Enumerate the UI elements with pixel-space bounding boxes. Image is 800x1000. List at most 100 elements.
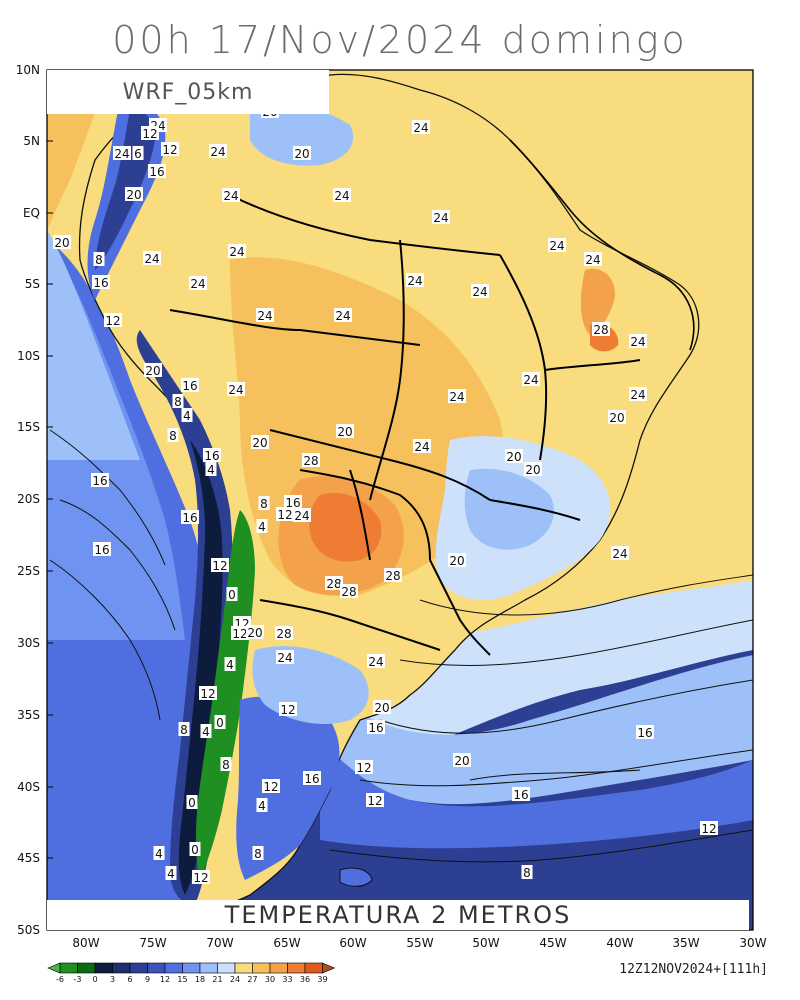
contour-label-text: 24 (630, 335, 645, 349)
contour-label-text: 16 (149, 165, 164, 179)
contour-label-text: 0 (188, 796, 196, 810)
pacific-lighter (47, 230, 140, 460)
ocean-band-cool (350, 580, 753, 741)
contour-label: 12 (141, 126, 159, 141)
contour-label-text: 16 (93, 276, 108, 290)
contour-label-text: 28 (341, 585, 356, 599)
contour-label-bg (522, 372, 540, 386)
colorbar-tick-label: 18 (195, 975, 205, 984)
contour-label-text: 24 (277, 651, 292, 665)
contour-label-text: 16 (513, 788, 528, 802)
contour-label-bg (340, 584, 358, 598)
contour-label: 20 (336, 424, 354, 439)
contour-label-text: 24 (210, 145, 225, 159)
contour-label-bg (181, 408, 193, 422)
contour-label-bg (505, 449, 523, 463)
contour-label-text: 4 (226, 658, 234, 672)
colorbar-swatch (47, 962, 61, 974)
contour-label-text: 0 (216, 716, 224, 730)
contour-label-bg (355, 760, 373, 774)
contour-label: 8 (178, 722, 190, 737)
contour-label-text: 28 (593, 323, 608, 337)
contour-label: 24 (629, 334, 647, 349)
contour-label-text: 4 (258, 520, 266, 534)
political-borders (169, 194, 641, 656)
contour-label-bg (214, 715, 226, 729)
contour-label: 28 (340, 584, 358, 599)
contour-label: 16 (284, 495, 302, 510)
contour-label-bg (366, 793, 384, 807)
contour-label-bg (608, 410, 626, 424)
colorbar-swatch (322, 962, 336, 974)
contour-label-text: 20 (506, 450, 521, 464)
colorbar-swatch (129, 962, 148, 974)
contour-label: 4 (256, 519, 268, 534)
contour-label: 12 (355, 760, 373, 775)
contour-label-text: 24 (549, 239, 564, 253)
contour-label-text: 20 (294, 147, 309, 161)
contour-label-text: 24 (257, 309, 272, 323)
contour-label-bg (512, 787, 530, 801)
colorbar-tick-label: 39 (317, 975, 327, 984)
contour-label: 4 (165, 866, 177, 881)
colorbar-tick-label: 15 (177, 975, 187, 984)
colorbar-tick-label: -3 (74, 975, 82, 984)
andes-snow (195, 510, 255, 880)
contour-label-bg (333, 188, 351, 202)
contour-label-bg (279, 702, 297, 716)
contour-label-bg (199, 686, 217, 700)
colorbar-tick-label: 33 (282, 975, 292, 984)
contour-label-bg (192, 870, 210, 884)
colorbar-tick-label: 36 (300, 975, 310, 984)
contour-label: 24 (256, 308, 274, 323)
contour-label: 12 (262, 779, 280, 794)
contour-label-text: 20 (337, 425, 352, 439)
contour-label: 24 (522, 372, 540, 387)
contour-label-text: 24 (368, 655, 383, 669)
lat-label-15s: 15S (17, 420, 40, 434)
contour-label-bg (203, 448, 221, 462)
contour-label-bg (256, 519, 268, 533)
contour-label-bg (373, 700, 391, 714)
contour-label-text: 24 (223, 189, 238, 203)
colorbar-swatch (234, 962, 253, 974)
contour-label: 16 (512, 787, 530, 802)
contour-label-bg (161, 142, 179, 156)
contour-label: 4 (224, 657, 236, 672)
contour-label-text: 8 (523, 866, 531, 880)
lat-label-eq: EQ (23, 206, 40, 220)
contour-label: 20 (453, 753, 471, 768)
contour-label-text: 24 (228, 383, 243, 397)
contour-label-bg (92, 275, 110, 289)
contour-label: 4 (200, 724, 212, 739)
contour-label-text: 16 (94, 543, 109, 557)
contour-label-text: 8 (174, 395, 182, 409)
lon-label-40w: 40W (606, 936, 633, 950)
contour-label: 24 (333, 188, 351, 203)
colorbar-swatch (182, 962, 201, 974)
contour-label: 28 (325, 576, 343, 591)
map-plot-area (47, 70, 753, 930)
field-name-box: TEMPERATURA 2 METROS (47, 900, 749, 930)
contour-label: 4 (181, 408, 193, 423)
contour-label-bg (141, 126, 159, 140)
contour-label-text: 8 (95, 253, 103, 267)
colorbar-tick-label: 6 (127, 975, 132, 984)
contour-label: 20 (144, 363, 162, 378)
contour-label: 8 (93, 252, 105, 267)
contour-label-text: 24 (413, 121, 428, 135)
lat-label-10s: 10S (17, 349, 40, 363)
map-frame-border (46, 69, 754, 931)
contour-label: 24 (629, 387, 647, 402)
contour-label-bg (220, 757, 232, 771)
southeast-cool-2 (464, 468, 554, 550)
contour-label-text: 12 (142, 127, 157, 141)
contour-label-text: 12 (701, 822, 716, 836)
contour-label-bg (406, 273, 424, 287)
lat-label-20s: 20S (17, 492, 40, 506)
contour-label-text: 16 (637, 726, 652, 740)
contour-label-text: 24 (190, 277, 205, 291)
contour-label-bg (592, 322, 610, 336)
colorbar-tick-label: 27 (247, 975, 257, 984)
contour-label: 8 (220, 757, 232, 772)
